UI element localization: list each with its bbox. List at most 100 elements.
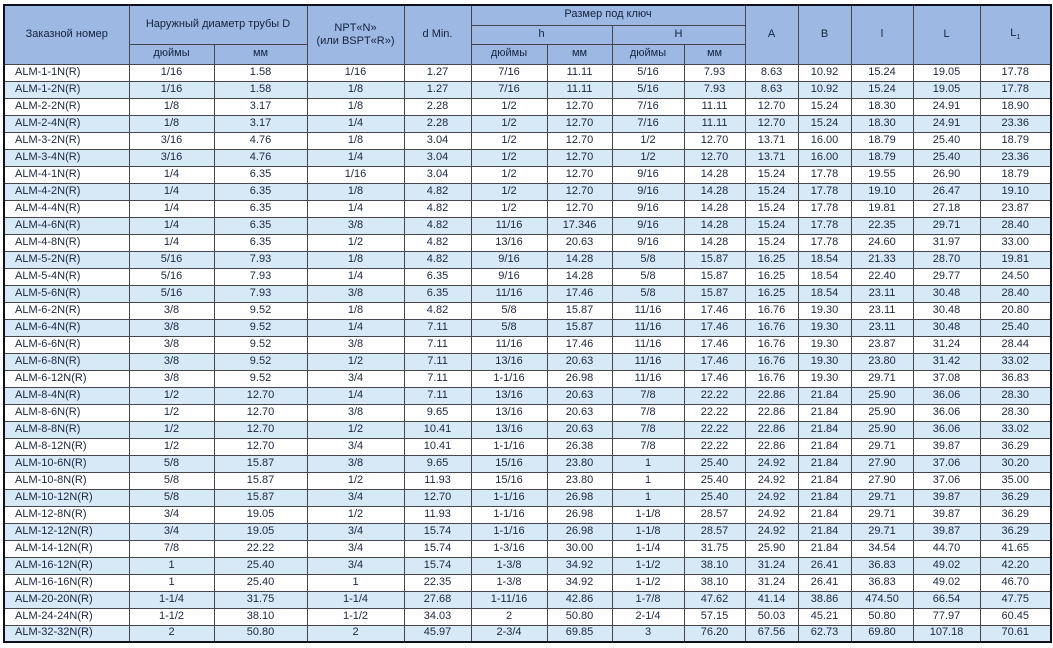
value-cell: 22.22 — [213, 539, 308, 558]
value-cell: 3/4 — [306, 522, 405, 541]
value-cell: 1/2 — [128, 437, 215, 456]
table-row: ALM-3-4N(R) 3/16 4.76 1/4 3.04 1/2 12.70 1/2 12.… — [3, 148, 1052, 167]
value-cell: 2-1/4 — [611, 607, 685, 626]
value-cell: 1/8 — [128, 97, 215, 116]
value-cell: 3/8 — [306, 403, 405, 422]
order-number-cell: ALM-4-2N(R) — [3, 182, 130, 201]
value-cell: 36.29 — [979, 437, 1052, 456]
value-cell: 11/16 — [611, 301, 685, 320]
value-cell: 77.97 — [912, 607, 981, 626]
value-cell: 39.87 — [912, 437, 981, 456]
value-cell: 5/8 — [128, 471, 215, 490]
order-number-cell: ALM-6-8N(R) — [3, 352, 130, 371]
value-cell: 1-1/4 — [128, 590, 215, 609]
value-cell: 39.87 — [912, 505, 981, 524]
table-header: Заказной номер Наружный диаметр трубы D … — [3, 4, 1052, 65]
value-cell: 8.63 — [744, 63, 799, 82]
value-cell: 1-1/16 — [470, 437, 548, 456]
value-cell: 22.86 — [744, 420, 799, 439]
value-cell: 4.76 — [213, 131, 308, 150]
value-cell: 26.38 — [546, 437, 613, 456]
value-cell: 15.74 — [403, 522, 472, 541]
value-cell: 3.17 — [213, 97, 308, 116]
table-row: ALM-6-4N(R) 3/8 9.52 1/4 7.11 5/8 15.87 11/16 17… — [3, 318, 1052, 337]
value-cell: 16.25 — [744, 250, 799, 269]
value-cell: 17.46 — [683, 352, 746, 371]
table-row: ALM-10-6N(R) 5/8 15.87 3/8 9.65 15/16 23.80 1 25… — [3, 454, 1052, 473]
value-cell: 36.06 — [912, 386, 981, 405]
value-cell: 1/2 — [128, 386, 215, 405]
value-cell: 19.10 — [979, 182, 1052, 201]
order-number-cell: ALM-4-4N(R) — [3, 199, 130, 218]
value-cell: 33.02 — [979, 420, 1052, 439]
value-cell: 1/4 — [128, 216, 215, 235]
value-cell: 38.10 — [683, 556, 746, 575]
value-cell: 6.35 — [213, 165, 308, 184]
value-cell: 24.91 — [912, 97, 981, 116]
table-row: ALM-8-12N(R) 1/2 12.70 3/4 10.41 1-1/16 26.38 7… — [3, 437, 1052, 456]
value-cell: 15.87 — [683, 267, 746, 286]
value-cell: 15.24 — [744, 182, 799, 201]
value-cell: 7/16 — [470, 80, 548, 99]
value-cell: 45.21 — [797, 607, 852, 626]
value-cell: 13/16 — [470, 233, 548, 252]
value-cell: 5/16 — [611, 63, 685, 82]
value-cell: 30.48 — [912, 301, 981, 320]
value-cell: 3/8 — [128, 335, 215, 354]
value-cell: 4.82 — [403, 301, 472, 320]
value-cell: 15/16 — [470, 471, 548, 490]
header-hbig-mm: мм — [683, 43, 746, 65]
table-row: ALM-3-2N(R) 3/16 4.76 1/8 3.04 1/2 12.70 1/2 12.… — [3, 131, 1052, 150]
value-cell: 9.52 — [213, 301, 308, 320]
value-cell: 1/4 — [306, 148, 405, 167]
value-cell: 15.74 — [403, 539, 472, 558]
value-cell: 25.90 — [850, 386, 914, 405]
value-cell: 21.84 — [797, 420, 852, 439]
value-cell: 57.15 — [683, 607, 746, 626]
value-cell: 1/4 — [306, 386, 405, 405]
value-cell: 1-1/8 — [611, 505, 685, 524]
value-cell: 21.84 — [797, 539, 852, 558]
value-cell: 9.52 — [213, 352, 308, 371]
order-number-cell: ALM-6-2N(R) — [3, 301, 130, 320]
value-cell: 1-1/16 — [470, 488, 548, 507]
value-cell: 1-1/2 — [611, 556, 685, 575]
value-cell: 3.17 — [213, 114, 308, 133]
value-cell: 3 — [611, 624, 685, 643]
table-row: ALM-32-32N(R) 2 50.80 2 45.97 2-3/4 69.85 3 76.2… — [3, 624, 1052, 643]
value-cell: 1/8 — [306, 80, 405, 99]
table-row: ALM-5-6N(R) 5/16 7.93 3/8 6.35 11/16 17.46 5/8 1… — [3, 284, 1052, 303]
value-cell: 50.80 — [213, 624, 308, 643]
header-d-min: d Min. — [403, 4, 472, 65]
value-cell: 15.87 — [213, 488, 308, 507]
value-cell: 7/8 — [611, 386, 685, 405]
value-cell: 13.71 — [744, 148, 799, 167]
value-cell: 5/8 — [611, 284, 685, 303]
value-cell: 15.87 — [683, 284, 746, 303]
value-cell: 1/4 — [306, 267, 405, 286]
order-number-cell: ALM-8-12N(R) — [3, 437, 130, 456]
value-cell: 42.20 — [979, 556, 1052, 575]
value-cell: 7.11 — [403, 352, 472, 371]
value-cell: 28.70 — [912, 250, 981, 269]
value-cell: 69.85 — [546, 624, 613, 643]
value-cell: 12.70 — [546, 165, 613, 184]
value-cell: 3/4 — [306, 539, 405, 558]
value-cell: 18.79 — [979, 165, 1052, 184]
value-cell: 28.44 — [979, 335, 1052, 354]
value-cell: 13/16 — [470, 352, 548, 371]
value-cell: 15/16 — [470, 454, 548, 473]
value-cell: 29.71 — [912, 216, 981, 235]
table-row: ALM-16-12N(R) 1 25.40 3/4 15.74 1-3/8 34.92 1-1… — [3, 556, 1052, 575]
value-cell: 3/8 — [128, 318, 215, 337]
value-cell: 3/16 — [128, 148, 215, 167]
value-cell: 18.90 — [979, 97, 1052, 116]
value-cell: 47.62 — [683, 590, 746, 609]
table-row: ALM-5-4N(R) 5/16 7.93 1/4 6.35 9/16 14.28 5/8 15… — [3, 267, 1052, 286]
value-cell: 107.18 — [912, 624, 981, 643]
value-cell: 25.40 — [979, 318, 1052, 337]
value-cell: 3.04 — [403, 131, 472, 150]
value-cell: 1/4 — [306, 199, 405, 218]
value-cell: 22.40 — [850, 267, 914, 286]
value-cell: 12.70 — [683, 131, 746, 150]
